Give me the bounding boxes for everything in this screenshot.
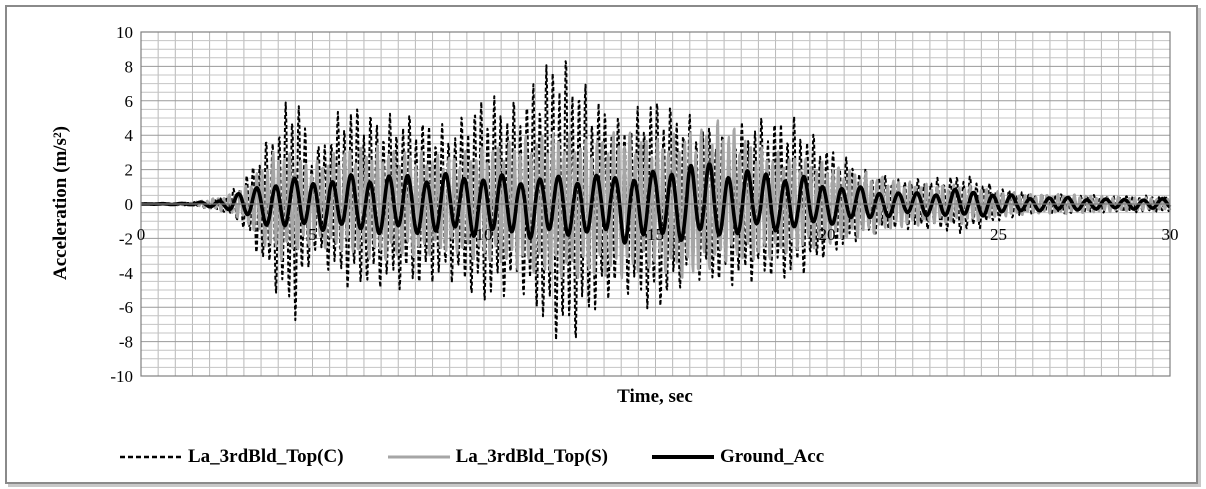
series-line-2 xyxy=(140,119,1172,280)
legend-swatch-gray xyxy=(387,455,450,459)
y-tick-label: 4 xyxy=(125,126,134,145)
legend-item-s: La_3rdBld_Top(S) xyxy=(387,446,608,468)
x-tick-label: 5 xyxy=(308,225,317,244)
legend: La_3rdBld_Top(C) La_3rdBld_Top(S) Ground… xyxy=(120,442,868,472)
legend-swatch-dashed xyxy=(120,455,182,459)
y-tick-label: -2 xyxy=(119,229,133,248)
y-tick-label: 10 xyxy=(116,23,133,42)
y-tick-label: -10 xyxy=(110,367,133,386)
x-tick-label: 30 xyxy=(1162,225,1179,244)
y-tick-label: -6 xyxy=(119,298,133,317)
x-tick-label: 0 xyxy=(137,225,146,244)
y-tick-label: -4 xyxy=(119,264,134,283)
y-tick-label: -8 xyxy=(119,333,133,352)
y-tick-label: 8 xyxy=(125,57,134,76)
legend-item-ground: Ground_Acc xyxy=(651,446,825,468)
series-line-3 xyxy=(139,162,1172,245)
legend-item-c: La_3rdBld_Top(C) xyxy=(120,446,344,468)
x-tick-label: 15 xyxy=(647,225,664,244)
series-layer xyxy=(139,60,1172,341)
legend-label-ground: Ground_Acc xyxy=(719,446,825,467)
y-tick-label: 2 xyxy=(125,161,134,180)
x-tick-label: 20 xyxy=(819,225,836,244)
legend-swatch-thick xyxy=(651,455,714,459)
x-tick-label: 10 xyxy=(476,225,493,244)
x-tick-label: 25 xyxy=(990,225,1007,244)
y-tick-label: 0 xyxy=(125,195,134,214)
y-axis-title: Acceleration (m/s²) xyxy=(50,126,71,280)
legend-label-s: La_3rdBld_Top(S) xyxy=(455,446,608,467)
x-axis-title: Time, sec xyxy=(617,386,693,407)
legend-label-c: La_3rdBld_Top(C) xyxy=(188,446,344,467)
y-tick-label: 6 xyxy=(125,92,134,111)
